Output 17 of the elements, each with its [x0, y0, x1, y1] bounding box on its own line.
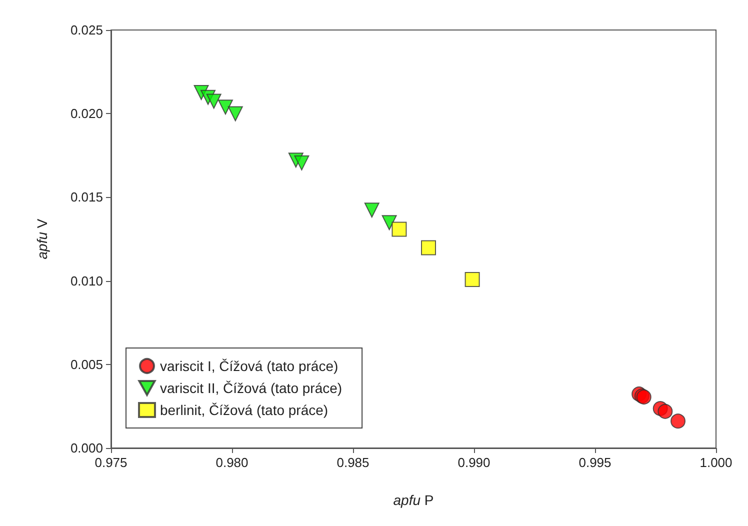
legend-label: variscit II, Čížová (tato práce)	[160, 380, 342, 396]
x-axis-title: apfu P	[393, 492, 434, 508]
y-tick-label: 0.015	[70, 190, 103, 205]
legend-label: berlinit, Čížová (tato práce)	[160, 402, 328, 418]
y-tick-label: 0.000	[70, 440, 103, 456]
y-tick-label: 0.025	[70, 22, 103, 38]
y-tick-label: 0.020	[70, 106, 103, 122]
x-tick-label: 0.985	[336, 455, 370, 470]
legend-label: variscit I, Čížová (tato práce)	[160, 358, 338, 374]
x-tick-label: 1.000	[700, 455, 732, 470]
x-tick-label: 0.975	[94, 455, 128, 470]
x-tick-label: 0.995	[578, 455, 612, 470]
x-tick-label: 0.980	[216, 455, 248, 470]
x-tick-label: 0.990	[458, 455, 490, 470]
y-axis-title: apfu V	[34, 218, 50, 260]
y-tick-label: 0.010	[70, 273, 103, 288]
y-tick-label: 0.005	[70, 356, 103, 372]
